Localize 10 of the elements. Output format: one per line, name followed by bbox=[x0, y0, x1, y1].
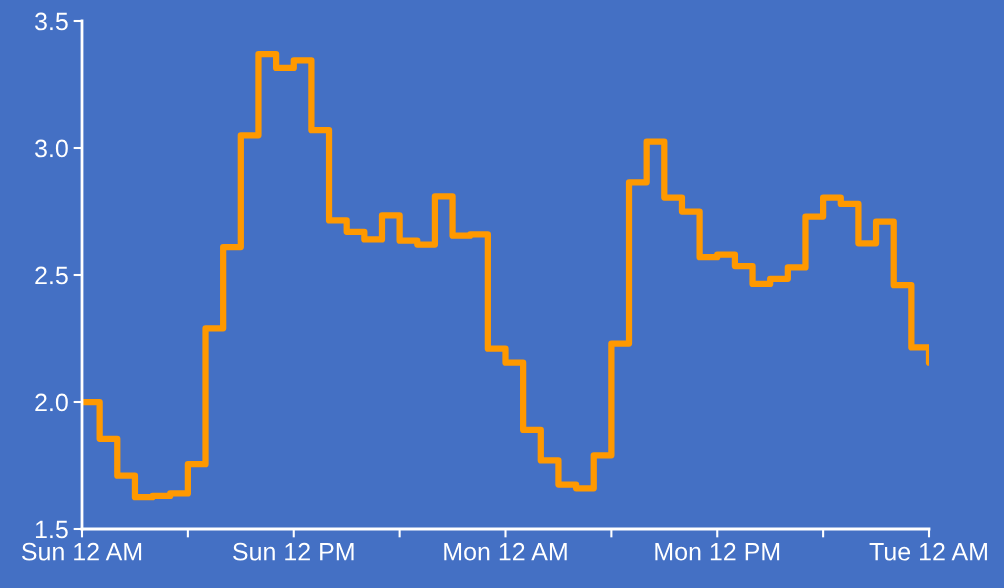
y-tick-label: 3.0 bbox=[35, 139, 68, 158]
x-tick-label: Tue 12 AM bbox=[869, 542, 987, 561]
y-tick-label: 2.5 bbox=[35, 266, 68, 285]
x-tick-label: Sun 12 PM bbox=[233, 542, 354, 561]
y-tick-label: 2.0 bbox=[35, 393, 68, 412]
y-tick-label: 3.5 bbox=[35, 12, 68, 31]
x-tick-label: Mon 12 PM bbox=[655, 542, 780, 561]
y-tick-label: 1.5 bbox=[35, 520, 68, 539]
x-tick-label: Mon 12 AM bbox=[444, 542, 567, 561]
x-tick-label: Sun 12 AM bbox=[21, 542, 142, 561]
